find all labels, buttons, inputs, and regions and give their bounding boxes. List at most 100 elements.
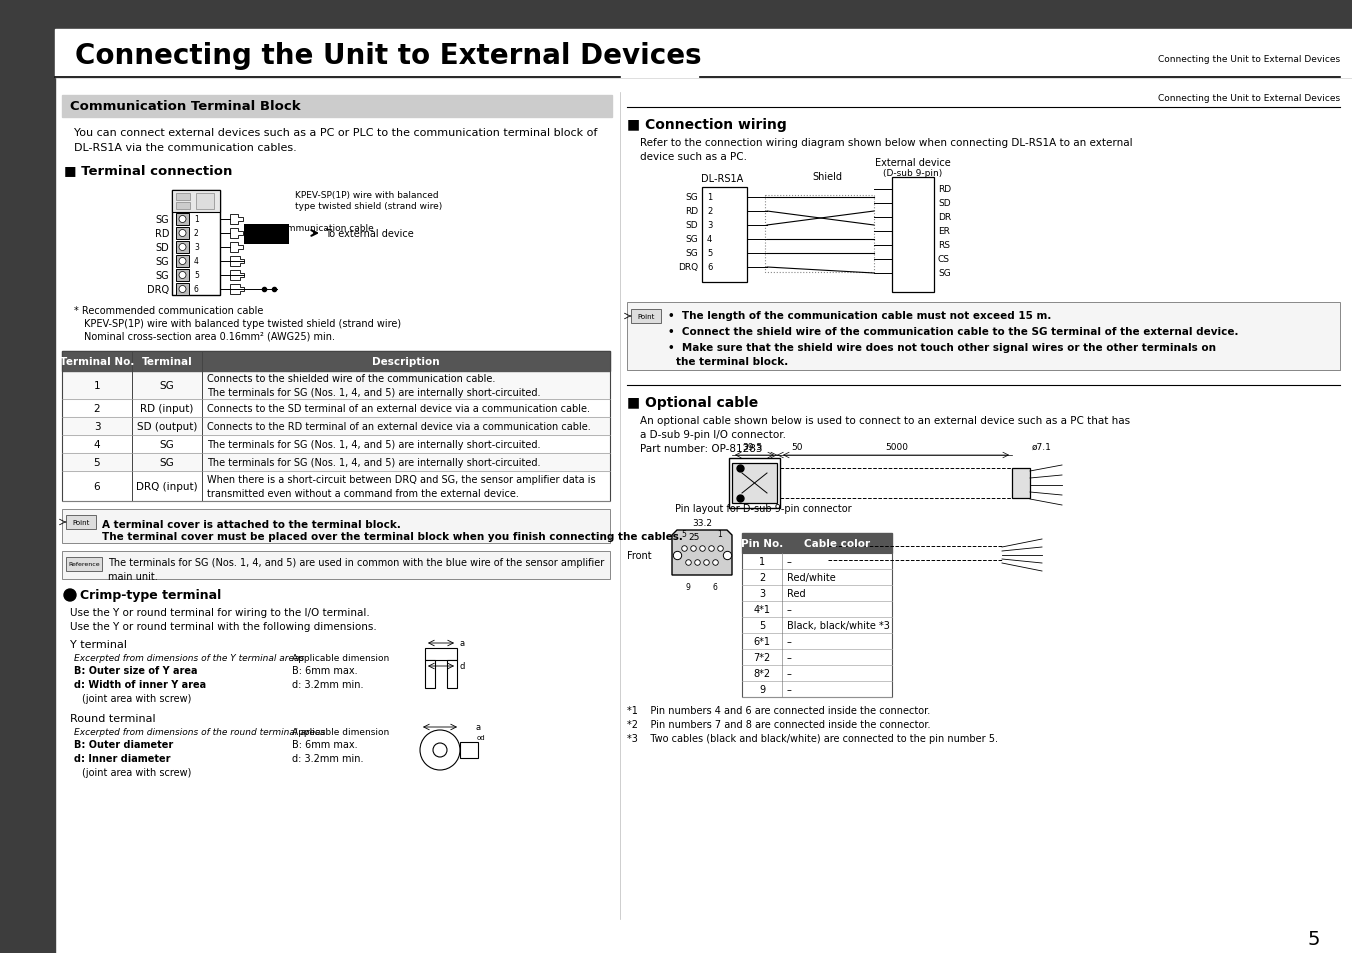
Text: DRQ (input): DRQ (input) xyxy=(137,481,197,492)
Text: Connects to the SD terminal of an external device via a communication cable.: Connects to the SD terminal of an extern… xyxy=(207,403,589,414)
Bar xyxy=(742,554,892,698)
Text: The terminal cover must be placed over the terminal block when you finish connec: The terminal cover must be placed over t… xyxy=(101,532,683,541)
Text: When there is a short-circuit between DRQ and SG, the sensor amplifier data is
t: When there is a short-circuit between DR… xyxy=(207,475,596,498)
Text: ø7.1: ø7.1 xyxy=(1032,442,1052,452)
Circle shape xyxy=(64,589,76,601)
Text: CS: CS xyxy=(938,255,950,264)
Text: 5: 5 xyxy=(707,250,713,258)
Text: SD: SD xyxy=(685,221,698,231)
Text: d: 3.2mm min.: d: 3.2mm min. xyxy=(292,679,364,689)
Text: 6: 6 xyxy=(707,263,713,273)
Bar xyxy=(176,284,189,295)
Text: 1: 1 xyxy=(707,193,713,202)
Bar xyxy=(460,742,479,759)
Bar xyxy=(742,534,892,554)
Circle shape xyxy=(178,258,187,265)
Bar xyxy=(176,242,189,253)
Text: Red: Red xyxy=(787,588,806,598)
Text: B: Outer diameter: B: Outer diameter xyxy=(74,740,173,749)
Bar xyxy=(892,178,934,293)
Text: 2: 2 xyxy=(758,573,765,582)
Bar xyxy=(627,303,1340,371)
Bar xyxy=(425,660,435,688)
Text: ER: ER xyxy=(938,227,950,236)
Text: SD (output): SD (output) xyxy=(137,421,197,432)
Text: 9: 9 xyxy=(758,684,765,695)
Text: Terminal No.: Terminal No. xyxy=(59,356,134,367)
Bar xyxy=(62,372,610,399)
Circle shape xyxy=(178,231,187,237)
Text: –: – xyxy=(787,557,792,566)
Text: You can connect external devices such as a PC or PLC to the communication termin: You can connect external devices such as… xyxy=(74,128,598,152)
Text: the terminal block.: the terminal block. xyxy=(676,356,788,367)
Circle shape xyxy=(792,548,802,558)
Text: 3: 3 xyxy=(707,221,713,231)
Bar xyxy=(1013,469,1030,498)
Text: ■ Connection wiring: ■ Connection wiring xyxy=(627,118,787,132)
Text: 4: 4 xyxy=(193,257,199,266)
Text: –: – xyxy=(787,604,792,615)
Text: Connecting the Unit to External Devices: Connecting the Unit to External Devices xyxy=(1157,55,1340,65)
Text: To external device: To external device xyxy=(324,229,414,239)
Bar xyxy=(196,193,214,210)
Text: device such as a PC.: device such as a PC. xyxy=(639,152,748,162)
Text: Connecting the Unit to External Devices: Connecting the Unit to External Devices xyxy=(74,42,702,70)
Text: The terminals for SG (Nos. 1, 4, and 5) are internally short-circuited.: The terminals for SG (Nos. 1, 4, and 5) … xyxy=(207,439,541,450)
Text: An optional cable shown below is used to connect to an external device such as a: An optional cable shown below is used to… xyxy=(639,416,1130,426)
Text: Communication cable: Communication cable xyxy=(274,224,373,233)
Text: Round terminal: Round terminal xyxy=(70,713,155,723)
Text: 5: 5 xyxy=(1307,929,1320,948)
Text: RD: RD xyxy=(154,229,169,239)
Text: SG: SG xyxy=(155,214,169,225)
Text: Applicable dimension: Applicable dimension xyxy=(292,654,389,662)
Bar xyxy=(66,558,101,572)
Text: Connects to the RD terminal of an external device via a communication cable.: Connects to the RD terminal of an extern… xyxy=(207,421,591,432)
Text: 8*2: 8*2 xyxy=(753,668,771,679)
Circle shape xyxy=(178,216,187,223)
Text: Excerpted from dimensions of the Y terminal areas: Excerpted from dimensions of the Y termi… xyxy=(74,654,304,662)
Text: Front: Front xyxy=(627,551,652,560)
Text: 1: 1 xyxy=(758,557,765,566)
Text: type twisted shield (strand wire): type twisted shield (strand wire) xyxy=(295,202,442,211)
Bar xyxy=(172,191,220,295)
Text: 7*2: 7*2 xyxy=(753,652,771,662)
Circle shape xyxy=(178,286,187,294)
Text: –: – xyxy=(787,668,792,679)
Text: 33.2: 33.2 xyxy=(692,518,713,527)
Text: a: a xyxy=(460,639,465,648)
Text: Nominal cross-section area 0.16mm² (AWG25) min.: Nominal cross-section area 0.16mm² (AWG2… xyxy=(84,332,335,341)
Text: 39.5: 39.5 xyxy=(742,442,763,452)
Text: d: Width of inner Y area: d: Width of inner Y area xyxy=(74,679,206,689)
Text: The terminals for SG (Nos. 1, 4, and 5) are used in common with the blue wire of: The terminals for SG (Nos. 1, 4, and 5) … xyxy=(108,558,604,581)
Text: •  The length of the communication cable must not exceed 15 m.: • The length of the communication cable … xyxy=(668,311,1052,320)
Bar xyxy=(176,270,189,282)
Text: 5: 5 xyxy=(758,620,765,630)
Text: •  Make sure that the shield wire does not touch other signal wires or the other: • Make sure that the shield wire does no… xyxy=(668,343,1215,353)
Bar xyxy=(62,352,610,501)
Text: SG: SG xyxy=(155,256,169,267)
Text: Reference: Reference xyxy=(68,562,100,567)
Polygon shape xyxy=(230,214,243,225)
Text: SG: SG xyxy=(160,380,174,391)
Text: Crimp-type terminal: Crimp-type terminal xyxy=(80,589,222,602)
Text: Connects to the shielded wire of the communication cable.
The terminals for SG (: Connects to the shielded wire of the com… xyxy=(207,374,541,397)
Text: d: d xyxy=(460,661,465,671)
Bar xyxy=(448,660,457,688)
Text: 4*1: 4*1 xyxy=(753,604,771,615)
Bar xyxy=(176,228,189,240)
Text: 5: 5 xyxy=(93,457,100,468)
Polygon shape xyxy=(230,271,243,281)
Text: 4: 4 xyxy=(93,439,100,450)
Text: SG: SG xyxy=(685,193,698,202)
Text: 1: 1 xyxy=(93,380,100,391)
Text: –: – xyxy=(787,684,792,695)
Text: External device: External device xyxy=(875,158,950,168)
Text: DR: DR xyxy=(938,213,950,222)
Text: 4: 4 xyxy=(707,235,713,244)
Text: a D-sub 9-pin I/O connector.: a D-sub 9-pin I/O connector. xyxy=(639,430,786,439)
Text: 6: 6 xyxy=(193,285,199,294)
Text: 6: 6 xyxy=(713,582,718,592)
Text: SG: SG xyxy=(160,457,174,468)
Text: Cable color: Cable color xyxy=(804,538,871,548)
Text: SG: SG xyxy=(938,269,950,278)
